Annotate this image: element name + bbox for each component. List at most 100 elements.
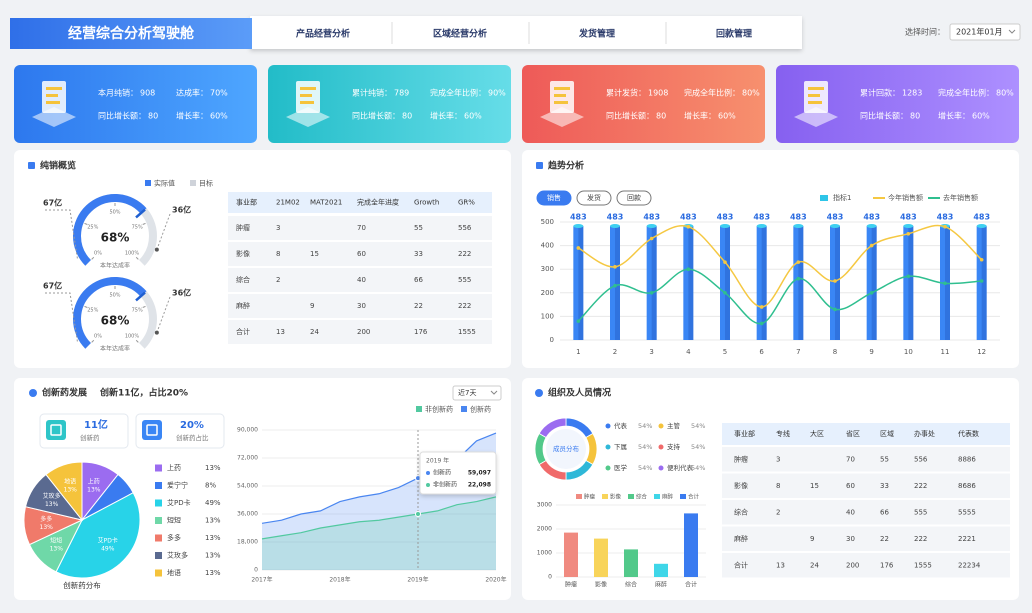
y-tick-label: 0 <box>254 567 258 574</box>
kpi-card <box>268 65 511 143</box>
table-cell: 综合 <box>734 507 748 516</box>
gauge-value-label: 68% <box>101 231 130 245</box>
slice-value: 13% <box>64 487 78 494</box>
bar-value-label: 483 <box>753 213 770 222</box>
filter-button-label: 回款 <box>627 193 641 202</box>
kpi-label: 同比增长额： <box>860 111 908 121</box>
gauge-pointer <box>135 291 146 302</box>
bar-shade <box>651 226 657 340</box>
bar-value-label: 483 <box>790 213 807 222</box>
legend-label: 综合 <box>636 493 648 501</box>
panel-title: 趋势分析 <box>548 160 584 172</box>
legend-value: 13% <box>205 569 221 577</box>
legend-swatch <box>155 517 162 524</box>
bar-cap <box>720 224 730 229</box>
legend-label: 爱宁宁 <box>167 481 188 490</box>
table-cell: 8 <box>776 482 780 490</box>
page-title: 经营综合分析驾驶舱 <box>68 25 195 42</box>
bar-value-label: 483 <box>717 213 734 222</box>
line-point <box>576 246 581 250</box>
slice-label: 多多 <box>40 515 52 523</box>
line-point <box>796 260 801 264</box>
bar-shade <box>871 226 877 340</box>
gauge-tick <box>91 256 95 260</box>
donut-title: 成员分布 <box>553 444 580 453</box>
line-point <box>906 274 911 279</box>
line-point <box>759 305 764 309</box>
title-icon <box>535 389 543 397</box>
kpi-icon <box>46 101 60 104</box>
line-point <box>833 307 837 312</box>
area-fill <box>262 496 496 570</box>
legend-label: 代表 <box>614 421 628 430</box>
line-point <box>833 279 837 283</box>
bar-shade <box>688 226 694 340</box>
filter-button[interactable] <box>576 190 612 206</box>
leader-dot <box>154 330 159 335</box>
filter-button[interactable] <box>616 190 652 206</box>
bar-cap <box>573 224 584 229</box>
line-point <box>759 321 764 326</box>
pie-slice <box>55 492 141 579</box>
table-cell: 60 <box>846 482 855 490</box>
line-point <box>613 283 617 288</box>
bar-value-label: 483 <box>643 213 660 222</box>
bar <box>756 226 767 340</box>
bar <box>866 226 877 340</box>
x-tick-label: 2 <box>613 348 617 356</box>
legend-label: 艾PD卡 <box>167 498 191 507</box>
legend-value: 54% <box>691 464 705 472</box>
y-tick-label: 3000 <box>537 502 552 509</box>
kpi-icon <box>46 87 62 90</box>
table-header: 专线 <box>776 429 790 438</box>
table-header: Growth <box>414 199 439 207</box>
table-cell: 66 <box>414 276 423 284</box>
slice-value: 49% <box>101 546 115 553</box>
bar-cap <box>756 224 767 229</box>
table-header: 省区 <box>846 429 860 438</box>
bar <box>976 226 987 340</box>
line-point <box>613 265 617 269</box>
table-cell: 8 <box>276 250 280 258</box>
table-cell: 3 <box>276 224 280 232</box>
y-tick-label: 72,000 <box>237 455 258 462</box>
table-cell: 5555 <box>958 508 976 516</box>
stat-icon-glyph <box>146 424 158 436</box>
kpi-label: 同比增长额： <box>352 111 400 121</box>
kpi-icon <box>300 87 316 90</box>
table-cell: 15 <box>310 250 319 258</box>
table-header: 大区 <box>810 429 824 438</box>
period-select[interactable] <box>452 385 502 401</box>
x-tick-label: 7 <box>796 348 800 356</box>
table-cell: 176 <box>880 561 894 569</box>
slice-value: 13% <box>45 501 59 508</box>
time-value: 2021年01月 <box>956 27 1003 37</box>
kpi-label: 完成全年比例： <box>938 88 994 98</box>
table-cell: 200 <box>846 561 859 569</box>
title-icon <box>536 162 543 169</box>
tooltip-value: 22,098 <box>468 482 491 489</box>
legend-swatch <box>461 406 467 412</box>
legend-label: 创新药 <box>470 405 491 414</box>
legend-value: 49% <box>205 499 221 507</box>
table-header: 事业部 <box>734 429 755 438</box>
tab[interactable] <box>394 18 526 47</box>
time-select[interactable] <box>949 23 1021 41</box>
x-tick-label: 2017年 <box>251 576 272 584</box>
tab-label: 发货管理 <box>578 28 615 40</box>
filter-button[interactable] <box>536 190 572 206</box>
tab[interactable] <box>668 18 800 47</box>
gauge-tick-label: 25% <box>87 224 98 230</box>
kpi-value: 789 <box>394 89 409 98</box>
filter-button-label: 发货 <box>587 193 601 202</box>
table-cell: 综合 <box>236 275 250 284</box>
tab[interactable] <box>257 18 389 47</box>
table-cell: 40 <box>846 508 855 516</box>
tab[interactable] <box>531 18 663 47</box>
gauge-tick <box>142 305 146 308</box>
gauge-left-label: 67亿 <box>43 198 62 208</box>
bar <box>720 226 730 340</box>
x-tick-label: 2018年 <box>329 576 350 584</box>
bar-shade <box>835 226 840 340</box>
stat-icon <box>46 420 66 440</box>
